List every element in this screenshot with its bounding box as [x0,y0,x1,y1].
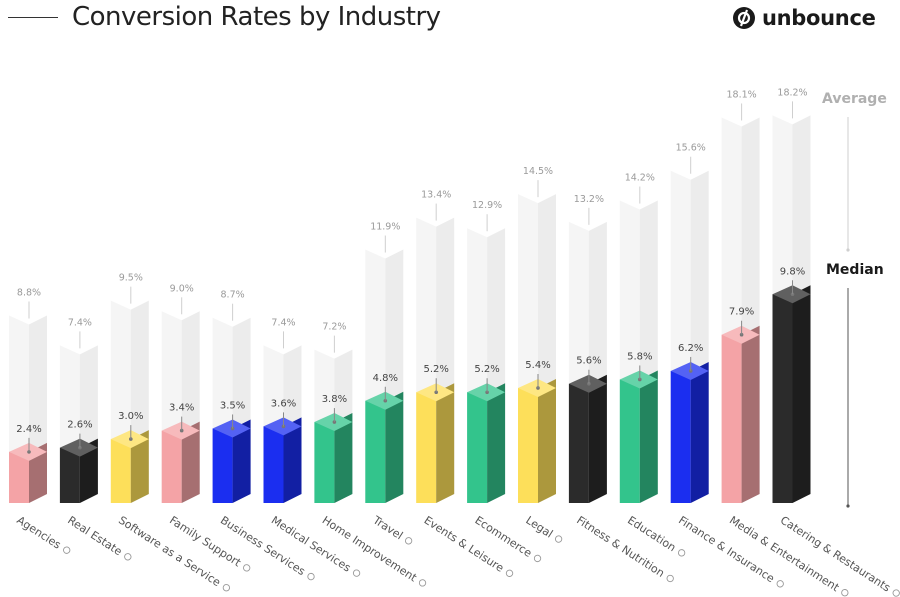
coin-icon [776,580,784,588]
chef-hat-icon [892,589,900,597]
average-value-label: 11.9% [370,222,400,233]
median-bar [670,361,709,503]
median-bar [59,438,98,503]
median-marker [638,377,642,382]
average-value-label: 12.9% [472,200,502,211]
median-bar [467,383,506,503]
median-value-label: 3.5% [220,400,245,411]
average-value-label: 14.5% [523,166,553,177]
median-bar [212,419,251,503]
median-marker [129,437,133,441]
category-label: Business Services [218,514,315,581]
category-label: Events & Leisure [422,514,514,577]
median-value-label: 6.2% [678,343,703,354]
median-marker [739,332,744,337]
average-value-label: 9.5% [119,273,143,284]
median-bar [518,378,556,503]
average-value-label: 14.2% [625,173,655,184]
median-value-label: 4.8% [373,373,398,384]
cart-icon [533,554,542,563]
category-text: Legal [523,514,555,541]
median-marker [536,386,540,390]
median-value-label: 3.0% [118,411,143,422]
category-label: Agencies [14,514,71,554]
median-value-label: 5.4% [525,360,550,371]
median-bar [314,413,353,503]
legend-median-dot [846,504,850,508]
median-bar [110,430,149,503]
average-value-label: 8.7% [221,290,245,301]
category-label: Legal [523,514,563,543]
median-value-label: 2.4% [16,424,41,435]
median-bars-layer: 2.4% 2.6% 3.0% 3.4% 3.5% 3.6% 3.8% 4.8% 5.2% 5.2%… [9,266,811,503]
category-label: Travel [370,513,413,545]
category-text: Travel [370,513,405,542]
page-title: Conversion Rates by Industry [72,2,441,32]
plane-icon [404,537,413,545]
median-bar [772,285,811,503]
legend-average: Average [822,91,887,107]
average-value-label: 13.2% [574,194,604,205]
category-text: Agencies [14,514,63,552]
brand-logo[interactable]: unbounce [732,6,876,30]
average-value-label: 15.6% [676,143,706,154]
median-value-label: 5.6% [576,356,601,367]
play-icon [841,589,849,597]
book-icon [677,549,686,557]
median-value-label: 5.8% [627,351,652,362]
median-bar [568,374,607,503]
median-value-label: 5.2% [423,364,448,375]
ticket-icon [505,569,514,577]
legend-average-dot [846,248,850,252]
toolbox-icon [418,579,427,587]
median-value-label: 9.8% [780,266,805,277]
brand-name: unbounce [762,6,876,30]
median-bar [416,383,455,503]
average-value-label: 9.0% [170,283,194,294]
median-marker [587,381,591,386]
average-value-label: 7.2% [322,322,346,333]
median-marker [179,428,184,433]
average-value-label: 7.4% [271,317,295,328]
median-bar [619,370,658,503]
median-value-label: 5.2% [474,364,499,375]
category-text: Real Estate [65,514,124,559]
gavel-icon [554,535,563,543]
category-text: Fitness & Nutrition [574,514,667,580]
median-value-label: 3.8% [322,394,347,405]
average-value-label: 18.1% [727,89,757,100]
median-bar [9,442,47,503]
median-bar [365,391,404,503]
category-label: Medical Services [269,514,361,577]
dumbbell-icon [666,574,674,583]
category-text: Home Improvement [320,514,420,585]
median-bar [161,421,200,503]
gear-icon [222,584,231,592]
legend: Average Median [822,91,887,508]
average-value-label: 8.8% [17,288,41,299]
average-value-label: 13.4% [421,190,451,201]
average-value-label: 18.2% [777,87,807,98]
house-icon [124,553,132,561]
header-rule [8,17,58,18]
pill-icon [352,569,361,577]
median-value-label: 3.6% [271,398,296,409]
median-value-label: 7.9% [729,307,754,318]
hands-icon [243,564,251,572]
megaphone-icon [63,546,71,554]
unbounce-logo-icon [733,7,755,29]
legend-median: Median [826,262,884,278]
median-bar [263,417,302,503]
category-text: Finance & Insurance [676,514,777,586]
median-bar [721,325,760,503]
median-value-label: 3.4% [169,403,194,414]
briefcase-icon [307,572,315,581]
median-value-label: 2.6% [67,420,92,431]
average-value-label: 7.4% [68,317,92,328]
category-text: Business Services [218,514,308,579]
